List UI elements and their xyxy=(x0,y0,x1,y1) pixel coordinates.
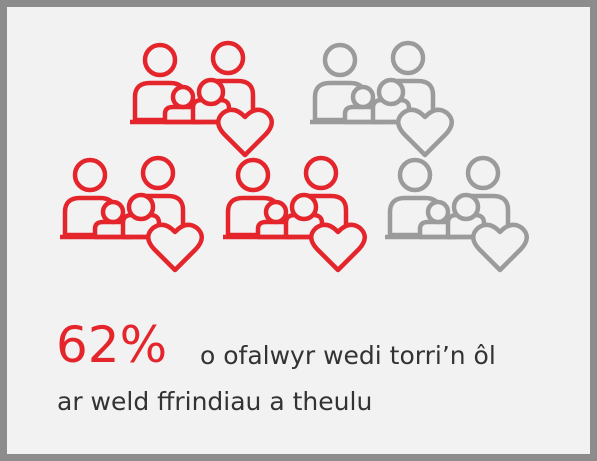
caption-line: ar weld ffrindiau a theulu xyxy=(57,387,372,416)
stat: 62% xyxy=(56,316,167,374)
caption-line: o ofalwyr wedi torri’n ôl xyxy=(200,341,496,370)
